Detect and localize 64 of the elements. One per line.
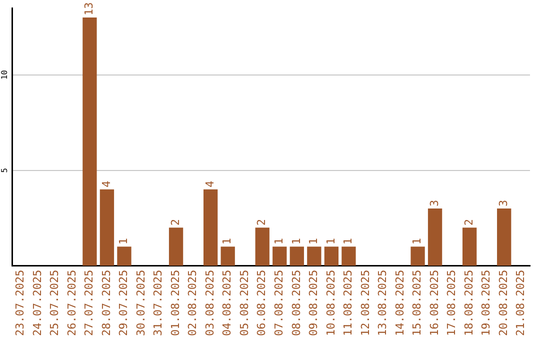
bar (428, 208, 442, 266)
data-label: 1 (342, 238, 355, 245)
data-label: 3 (428, 200, 441, 206)
bar (117, 246, 132, 266)
data-label: 2 (462, 218, 476, 226)
bar (342, 246, 356, 266)
x-tick-label: 30.07.2025 (134, 270, 148, 336)
x-tick-label: 31.07.2025 (152, 270, 165, 336)
x-tick-label: 07.08.2025 (272, 270, 286, 336)
x-tick-label: 10.08.2025 (324, 270, 338, 336)
x-tick-label: 05.08.2025 (238, 270, 251, 336)
bar (220, 246, 235, 266)
data-label: 2 (168, 218, 182, 226)
data-label: 13 (82, 2, 96, 16)
x-tick-label: 04.08.2025 (220, 270, 234, 336)
bar (497, 208, 512, 266)
bar (462, 228, 477, 266)
x-tick-label: 18.08.2025 (462, 270, 476, 336)
data-label: 1 (324, 238, 338, 245)
x-tick-label: 24.07.2025 (30, 270, 44, 336)
bar (255, 228, 270, 266)
bar (290, 246, 304, 266)
data-label: 1 (220, 238, 234, 245)
data-label: 1 (307, 238, 320, 245)
x-tick-label: 20.08.2025 (496, 270, 510, 336)
data-label: 1 (272, 238, 286, 245)
x-tick-label: 06.08.2025 (255, 270, 268, 336)
bar (410, 246, 425, 266)
x-tick-label: 11.08.2025 (342, 270, 355, 336)
x-tick-label: 12.08.2025 (358, 270, 372, 336)
bar (324, 246, 339, 266)
x-tick-label: 17.08.2025 (445, 270, 458, 336)
x-tick-label: 02.08.2025 (186, 270, 200, 336)
bar (82, 18, 97, 266)
x-tick-label: 08.08.2025 (290, 270, 303, 336)
x-tick-label: 03.08.2025 (203, 270, 216, 336)
data-label: 4 (203, 180, 216, 188)
data-label: 1 (117, 238, 130, 245)
x-tick-label: 09.08.2025 (307, 270, 320, 336)
bar (307, 246, 322, 266)
data-label: 2 (255, 218, 268, 226)
x-tick-label: 29.07.2025 (117, 270, 130, 336)
x-tick-label: 13.08.2025 (376, 270, 390, 336)
data-label: 1 (290, 238, 303, 245)
bar (100, 189, 114, 266)
x-tick-label: 21.08.2025 (514, 270, 528, 336)
y-tick-label: 10 (0, 70, 10, 80)
data-label: 3 (496, 200, 510, 206)
y-tick-label: 5 (0, 168, 10, 173)
x-tick-label: 26.07.2025 (65, 270, 78, 336)
x-tick-label: 27.07.2025 (82, 270, 96, 336)
x-tick-label: 16.08.2025 (428, 270, 441, 336)
bar (272, 246, 287, 266)
x-tick-label: 15.08.2025 (410, 270, 424, 336)
data-label: 1 (410, 238, 424, 245)
x-tick-label: 19.08.2025 (480, 270, 493, 336)
x-tick-label: 28.07.2025 (100, 270, 113, 336)
x-tick-label: 14.08.2025 (393, 270, 406, 336)
x-tick-label: 25.07.2025 (48, 270, 62, 336)
x-tick-label: 23.07.2025 (13, 270, 26, 336)
bar (168, 228, 184, 266)
data-label: 4 (100, 180, 113, 188)
bar (203, 189, 218, 266)
x-tick-label: 01.08.2025 (168, 270, 182, 336)
